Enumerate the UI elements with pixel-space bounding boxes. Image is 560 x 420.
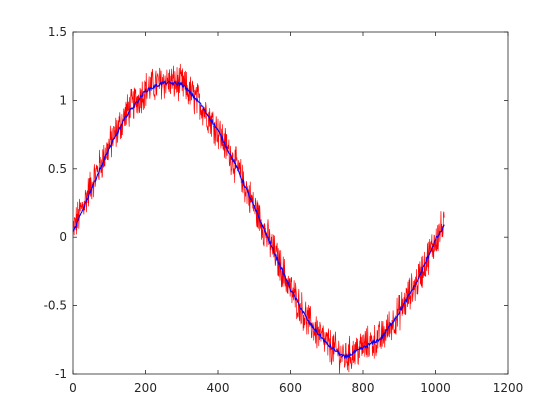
series-line-noisy [72,63,445,374]
y-tick-label: 1.5 [48,25,67,39]
y-tick-label: 0 [59,230,67,244]
y-tick-label: -0.5 [44,299,67,313]
series-line-smooth [72,79,445,360]
y-tick-label: 1 [59,93,67,107]
y-tick-label: 0.5 [48,162,67,176]
x-tick-label: 400 [207,381,230,395]
x-tick-label: 1200 [493,381,524,395]
x-tick-label: 600 [279,381,302,395]
y-tick-label: -1 [55,367,67,381]
x-tick-label: 1000 [420,381,451,395]
series-layer [72,63,445,374]
x-tick-label: 200 [134,381,157,395]
x-tick-label: 800 [352,381,375,395]
plot-frame [72,31,509,375]
ticks-layer: 0 200 400 600 800 1000 1200 -1 -0.5 0 0.5 1 1.5 [44,25,524,395]
x-tick-label: 0 [69,381,77,395]
